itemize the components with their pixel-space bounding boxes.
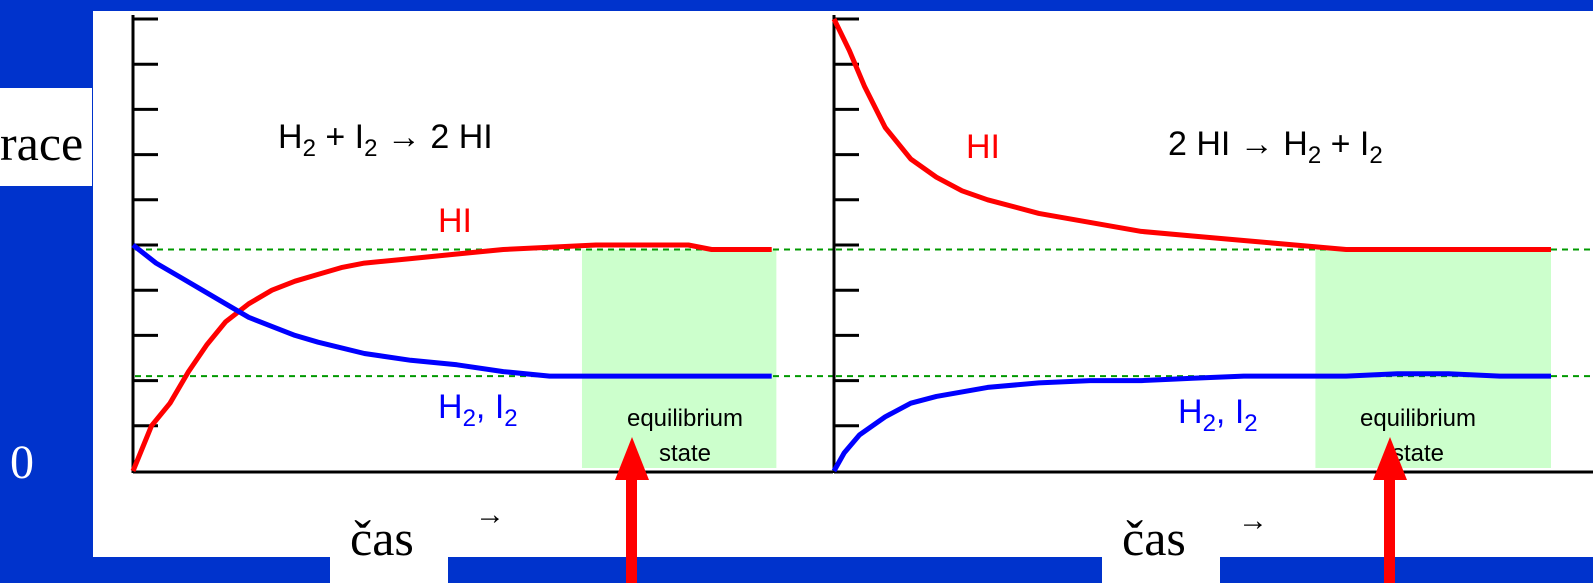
label-part-b: , I — [1216, 393, 1244, 431]
equilibrium-label-line2: state — [1392, 440, 1444, 467]
eq-part-a: H — [278, 118, 303, 156]
arrow-head — [615, 437, 649, 480]
series-line-h2i2 — [131, 243, 772, 379]
x-axis-arrow: → — [475, 498, 505, 531]
series-label-hi: HI — [438, 202, 472, 240]
series-label-h2i2: H2, I2 — [1178, 393, 1258, 437]
y-axis-label-fragment: race — [0, 115, 83, 171]
eq-sub-b: 2 — [364, 135, 377, 162]
eq-part-b: + I — [1321, 125, 1369, 163]
equilibrium-label-line2: state — [659, 440, 711, 467]
x-axis-label: čas — [1122, 510, 1186, 566]
arrow-shaft — [626, 478, 637, 583]
series-line-hi — [831, 17, 1551, 252]
title-white-block — [0, 88, 92, 186]
label-part-a: H — [438, 388, 463, 426]
label-part-b: , I — [476, 388, 504, 426]
eq-part-c: → 2 HI — [377, 118, 492, 156]
x-axis-arrow: → — [1238, 504, 1268, 537]
label-sub-b: 2 — [504, 405, 517, 432]
reaction-equation: 2 HI → H2 + I2 — [1168, 125, 1383, 169]
label-sub-b: 2 — [1244, 410, 1257, 437]
series-line-hi — [130, 242, 772, 472]
equilibrium-label-line1: equilibrium — [627, 405, 743, 432]
eq-sub-a: 2 — [303, 135, 316, 162]
eq-part-b: + I — [316, 118, 364, 156]
equilibrium-label-line1: equilibrium — [1360, 405, 1476, 432]
reaction-equation: H2 + I2 → 2 HI — [278, 118, 493, 162]
arrow-head — [1373, 437, 1407, 480]
y-axis-zero-label: 0 — [10, 436, 34, 489]
label-sub-a: 2 — [463, 405, 476, 432]
equilibrium-arrow — [1373, 437, 1407, 583]
y-axis — [832, 15, 859, 473]
series-line-h2i2 — [831, 371, 1551, 473]
eq-part-a: 2 HI → H — [1168, 125, 1308, 163]
equilibrium-arrow — [615, 437, 649, 583]
equilibrium-box — [1315, 249, 1551, 468]
xlabel-white-gap-left — [330, 556, 448, 583]
arrow-shaft — [1384, 478, 1395, 583]
x-axis-label: čas — [350, 510, 414, 566]
chart-reverse-reaction: 2 HI → H2 + I2 HI H2, I2 equilibrium sta… — [831, 15, 1593, 583]
equilibrium-box — [581, 249, 777, 468]
label-sub-a: 2 — [1203, 410, 1216, 437]
eq-sub-b: 2 — [1369, 142, 1382, 169]
label-part-a: H — [1178, 393, 1203, 431]
series-label-h2i2: H2, I2 — [438, 388, 518, 432]
series-label-hi: HI — [966, 128, 1000, 166]
chart-forward-reaction: H2 + I2 → 2 HI HI H2, I2 equilibrium sta… — [130, 15, 835, 583]
eq-sub-a: 2 — [1308, 142, 1321, 169]
xlabel-white-gap-right — [1102, 556, 1220, 583]
